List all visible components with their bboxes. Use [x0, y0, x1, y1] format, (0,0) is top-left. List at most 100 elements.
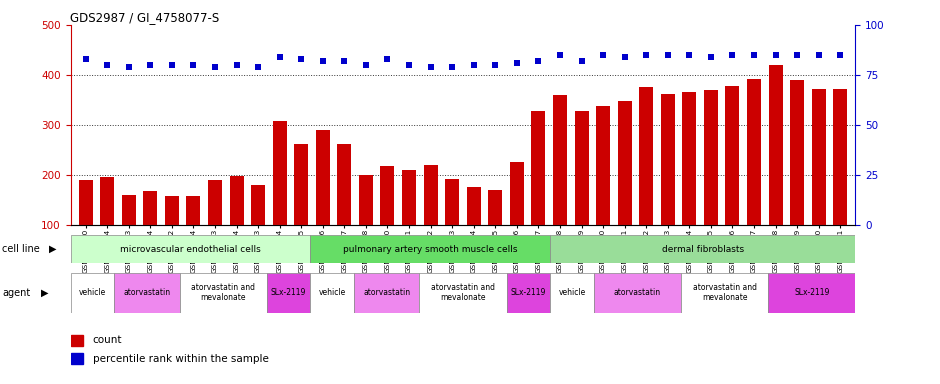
Point	[121, 64, 136, 70]
Bar	[550, 235, 855, 263]
Bar	[337, 144, 352, 275]
Bar	[467, 187, 480, 275]
Point	[509, 60, 525, 66]
Point	[703, 54, 718, 60]
Bar	[509, 162, 524, 275]
Point	[358, 62, 373, 68]
Bar	[310, 273, 354, 313]
Point	[553, 52, 568, 58]
Point	[466, 62, 481, 68]
Bar	[310, 235, 550, 263]
Text: ▶: ▶	[49, 244, 56, 254]
Point	[337, 58, 352, 64]
Bar	[553, 95, 567, 275]
Bar	[419, 273, 507, 313]
Bar	[596, 106, 610, 275]
Text: atorvastatin and
mevalonate: atorvastatin and mevalonate	[693, 283, 757, 303]
Bar	[402, 170, 416, 275]
Bar	[70, 273, 114, 313]
Bar	[768, 273, 855, 313]
Text: SLx-2119: SLx-2119	[510, 288, 546, 297]
Point	[380, 56, 395, 62]
Text: count: count	[93, 335, 122, 345]
Point	[833, 52, 848, 58]
Point	[638, 52, 653, 58]
Bar	[446, 179, 459, 275]
Bar	[791, 80, 805, 275]
Text: vehicle: vehicle	[558, 288, 586, 297]
Bar	[704, 90, 718, 275]
Point	[660, 52, 675, 58]
Bar	[639, 88, 653, 275]
Bar	[208, 180, 222, 275]
Point	[293, 56, 308, 62]
Point	[273, 54, 288, 60]
Text: atorvastatin: atorvastatin	[363, 288, 410, 297]
Point	[790, 52, 805, 58]
Point	[251, 64, 266, 70]
Point	[596, 52, 611, 58]
Bar	[726, 86, 740, 275]
Bar	[769, 65, 783, 275]
Point	[164, 62, 180, 68]
Point	[488, 62, 503, 68]
Bar	[681, 273, 768, 313]
Bar	[488, 190, 502, 275]
Bar	[507, 273, 550, 313]
Point	[315, 58, 330, 64]
Point	[423, 64, 438, 70]
Text: microvascular endothelial cells: microvascular endothelial cells	[120, 245, 260, 254]
Bar	[70, 235, 310, 263]
Text: GDS2987 / GI_4758077-S: GDS2987 / GI_4758077-S	[70, 11, 220, 24]
Text: SLx-2119: SLx-2119	[271, 288, 306, 297]
Bar	[682, 93, 697, 275]
Point	[78, 56, 93, 62]
Text: atorvastatin and
mevalonate: atorvastatin and mevalonate	[191, 283, 255, 303]
Bar	[101, 177, 114, 275]
Text: pulmonary artery smooth muscle cells: pulmonary artery smooth muscle cells	[343, 245, 518, 254]
Bar	[359, 175, 373, 275]
Point	[143, 62, 158, 68]
Bar	[70, 335, 84, 346]
Text: agent: agent	[2, 288, 30, 298]
Point	[682, 52, 697, 58]
Point	[725, 52, 740, 58]
Bar	[316, 130, 330, 275]
Bar	[229, 176, 243, 275]
Bar	[550, 273, 594, 313]
Text: atorvastatin: atorvastatin	[614, 288, 661, 297]
Bar	[294, 144, 308, 275]
Bar	[273, 121, 287, 275]
Text: atorvastatin and
mevalonate: atorvastatin and mevalonate	[431, 283, 495, 303]
Text: atorvastatin: atorvastatin	[123, 288, 170, 297]
Bar	[618, 101, 632, 275]
Bar	[833, 89, 847, 275]
Bar	[354, 273, 419, 313]
Text: vehicle: vehicle	[79, 288, 106, 297]
Bar	[143, 191, 157, 275]
Bar	[164, 196, 179, 275]
Bar	[812, 89, 825, 275]
Text: percentile rank within the sample: percentile rank within the sample	[93, 354, 269, 364]
Point	[208, 64, 223, 70]
Bar	[424, 165, 438, 275]
Point	[401, 62, 416, 68]
Text: cell line: cell line	[2, 244, 39, 254]
Point	[445, 64, 460, 70]
Point	[811, 52, 826, 58]
Bar	[531, 111, 545, 275]
Point	[186, 62, 201, 68]
Point	[746, 52, 761, 58]
Bar	[180, 273, 267, 313]
Bar	[267, 273, 310, 313]
Bar	[574, 111, 588, 275]
Text: ▶: ▶	[41, 288, 49, 298]
Bar	[381, 166, 395, 275]
Text: dermal fibroblasts: dermal fibroblasts	[662, 245, 744, 254]
Bar	[114, 273, 180, 313]
Point	[100, 62, 115, 68]
Bar	[661, 94, 675, 275]
Bar	[79, 180, 93, 275]
Bar	[186, 196, 200, 275]
Bar	[747, 79, 761, 275]
